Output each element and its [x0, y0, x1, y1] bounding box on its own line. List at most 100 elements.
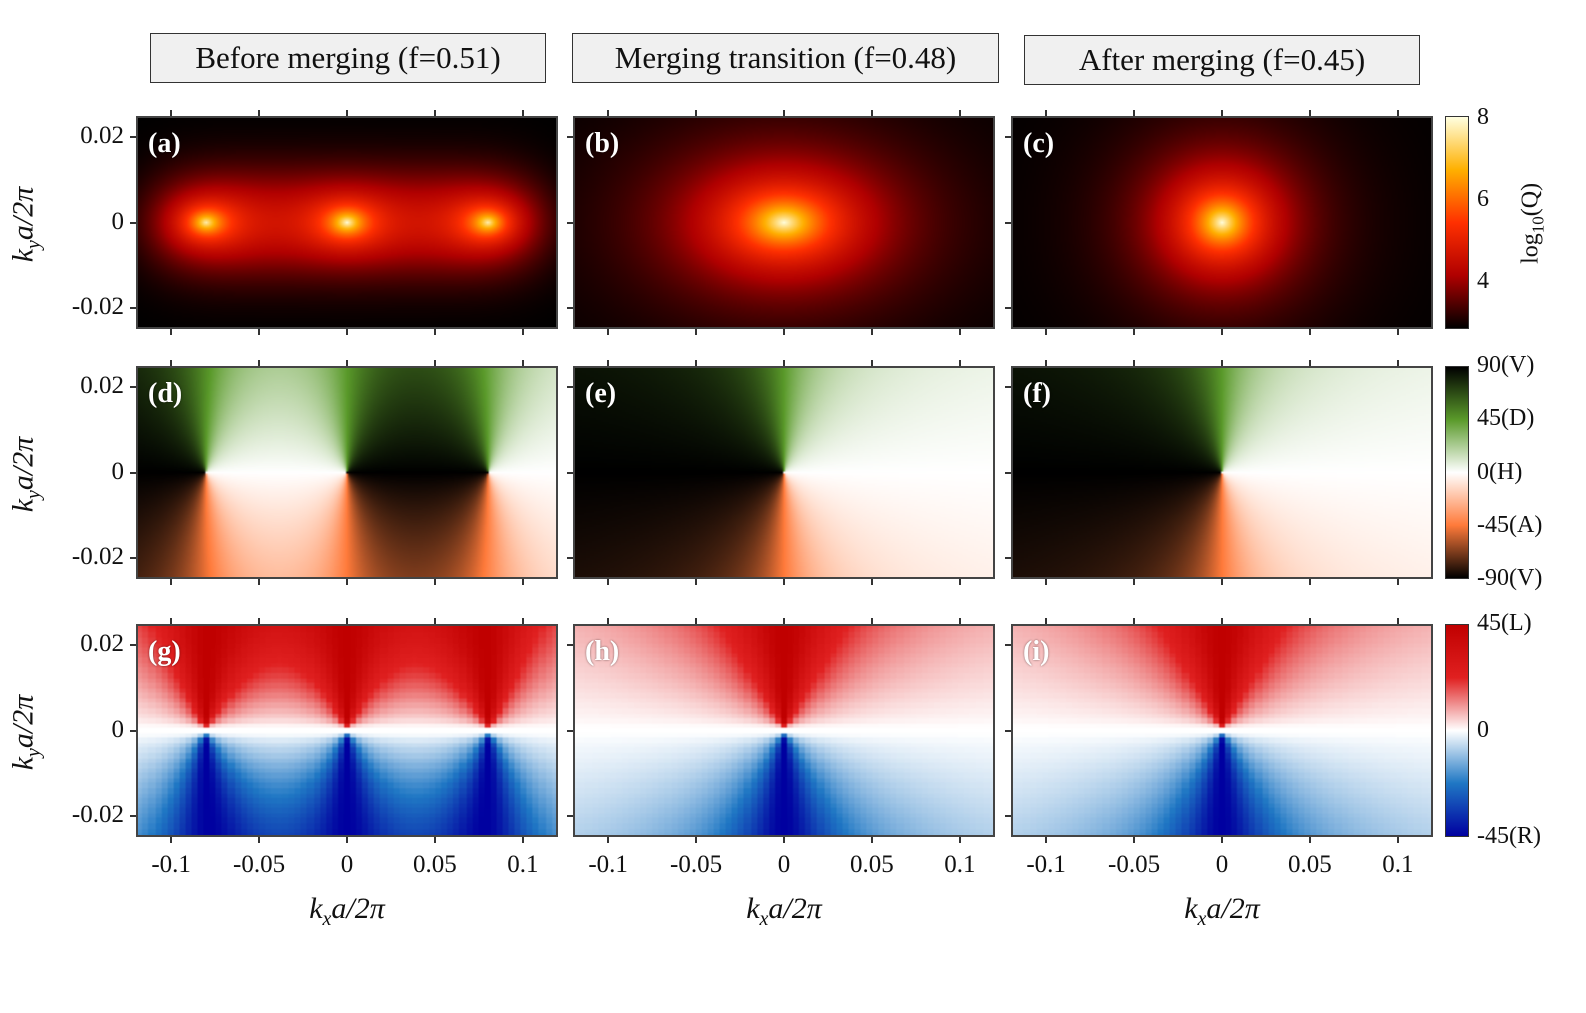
y-tick-mark [130, 472, 136, 474]
panel-label: (d) [148, 378, 182, 410]
x-tick-mark [871, 329, 873, 335]
ellipticity-map-before-heatmap [138, 626, 556, 835]
x-tick-label: -0.1 [568, 851, 648, 879]
x-tick-mark [1397, 110, 1399, 116]
ellipticity-map-transition-heatmap [575, 626, 993, 835]
x-tick-mark [522, 110, 524, 116]
figure: Before merging (f=0.51) Merging transiti… [0, 0, 1586, 1013]
x-tick-mark [1309, 329, 1311, 335]
colorbar-q-tick: 8 [1477, 104, 1489, 131]
x-tick-label: -0.05 [656, 851, 736, 879]
x-tick-mark [522, 329, 524, 335]
x-tick-label: -0.05 [1094, 851, 1174, 879]
x-tick-mark [1221, 329, 1223, 335]
panel-angle-map-after: (f) [1011, 366, 1433, 579]
panel-label: (e) [585, 378, 616, 410]
x-tick-mark [695, 360, 697, 366]
y-axis-label: kya/2π [7, 164, 46, 284]
x-tick-label: 0.1 [1358, 851, 1438, 879]
angle-map-after-heatmap [1013, 368, 1431, 577]
y-tick-mark [567, 730, 573, 732]
panel-label: (g) [148, 636, 181, 668]
x-tick-mark [258, 329, 260, 335]
column-title-after: After merging (f=0.45) [1024, 35, 1420, 85]
x-tick-mark [258, 360, 260, 366]
y-tick-mark [1005, 472, 1011, 474]
x-tick-mark [871, 579, 873, 585]
x-tick-mark [1309, 110, 1311, 116]
x-tick-mark [1133, 579, 1135, 585]
q-map-before-heatmap [138, 118, 556, 327]
x-tick-mark [1397, 579, 1399, 585]
y-tick-mark [567, 136, 573, 138]
x-tick-mark [258, 618, 260, 624]
panel-label: (h) [585, 636, 619, 668]
x-tick-mark [959, 110, 961, 116]
x-tick-mark [434, 110, 436, 116]
x-axis-label: kxa/2π [724, 892, 844, 931]
angle-map-transition-heatmap [575, 368, 993, 577]
x-tick-mark [434, 579, 436, 585]
colorbar-angle-tick: -90(V) [1477, 565, 1542, 592]
panel-label: (f) [1023, 378, 1051, 410]
x-tick-mark [1045, 579, 1047, 585]
colorbar-q-label: log10(Q) [1518, 168, 1549, 278]
y-tick-mark [130, 136, 136, 138]
x-tick-mark [783, 579, 785, 585]
x-tick-mark [607, 329, 609, 335]
x-tick-mark [695, 579, 697, 585]
x-tick-mark [1397, 360, 1399, 366]
x-tick-mark [959, 329, 961, 335]
x-tick-mark [1133, 618, 1135, 624]
y-tick-mark [567, 222, 573, 224]
y-tick-mark [567, 815, 573, 817]
colorbar-angle-tick: 90(V) [1477, 352, 1534, 379]
x-tick-mark [258, 837, 260, 843]
panel-angle-map-before: (d) [136, 366, 558, 579]
x-tick-label: 0 [307, 851, 387, 879]
panel-ellipticity-map-after: (i) [1011, 624, 1433, 837]
x-tick-label: 0.05 [395, 851, 475, 879]
x-tick-mark [1309, 618, 1311, 624]
y-tick-mark [567, 472, 573, 474]
x-tick-mark [1397, 618, 1399, 624]
x-tick-mark [1221, 579, 1223, 585]
x-tick-mark [170, 618, 172, 624]
x-tick-label: 0.1 [920, 851, 1000, 879]
y-tick-label: 0 [44, 458, 124, 486]
x-tick-mark [783, 837, 785, 843]
x-tick-mark [1309, 360, 1311, 366]
colorbar-ellipticity-tick: 0 [1477, 717, 1489, 744]
x-tick-mark [871, 837, 873, 843]
y-tick-mark [130, 730, 136, 732]
x-tick-mark [1045, 837, 1047, 843]
colorbar-ellipticity-tick: 45(L) [1477, 610, 1532, 637]
x-tick-label: 0.05 [1270, 851, 1350, 879]
x-tick-mark [959, 618, 961, 624]
x-tick-label: -0.05 [219, 851, 299, 879]
y-tick-mark [567, 644, 573, 646]
q-map-after-heatmap [1013, 118, 1431, 327]
y-tick-mark [1005, 386, 1011, 388]
y-tick-mark [1005, 136, 1011, 138]
x-tick-mark [522, 360, 524, 366]
y-tick-mark [1005, 815, 1011, 817]
y-tick-mark [1005, 644, 1011, 646]
x-tick-mark [607, 837, 609, 843]
x-tick-mark [346, 110, 348, 116]
x-tick-mark [1221, 618, 1223, 624]
x-tick-mark [1397, 329, 1399, 335]
colorbar-ellipticity [1445, 624, 1469, 837]
y-tick-label: -0.02 [44, 293, 124, 321]
x-tick-mark [522, 837, 524, 843]
x-tick-mark [434, 360, 436, 366]
y-tick-mark [130, 307, 136, 309]
y-tick-mark [130, 815, 136, 817]
colorbar-q-tick: 6 [1477, 186, 1489, 213]
x-tick-mark [695, 618, 697, 624]
x-tick-mark [1133, 360, 1135, 366]
x-tick-mark [346, 579, 348, 585]
x-tick-mark [434, 837, 436, 843]
x-tick-mark [1221, 360, 1223, 366]
y-tick-label: 0.02 [44, 372, 124, 400]
